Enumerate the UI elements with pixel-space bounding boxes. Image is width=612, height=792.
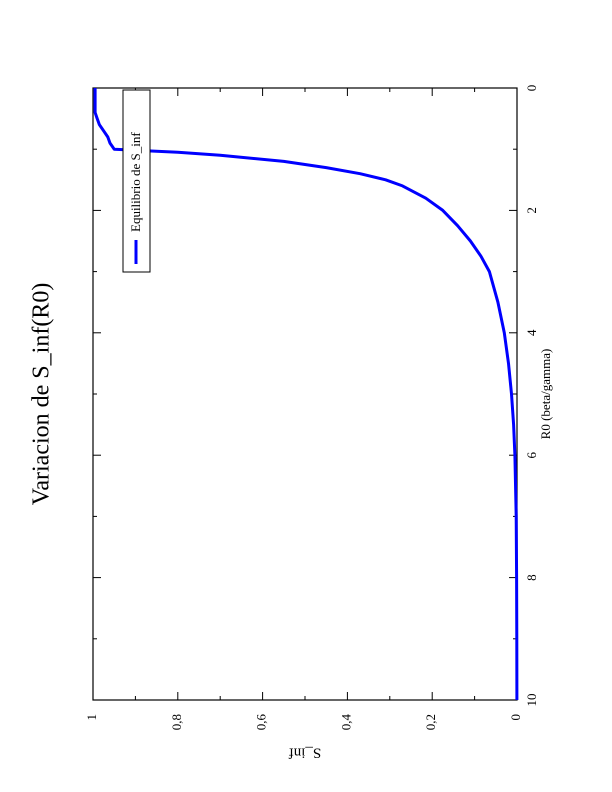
x-axis-label: R0 (beta/gamma) xyxy=(538,349,553,440)
y-axis-label: S_inf xyxy=(289,745,322,761)
y-tick-label: 0,6 xyxy=(254,714,269,731)
x-tick-label: 0 xyxy=(524,85,539,92)
y-tick-label: 0 xyxy=(508,714,523,721)
x-tick-label: 4 xyxy=(524,329,539,336)
x-tick-label: 2 xyxy=(524,207,539,214)
legend-entry-label: Equilibrio de S_inf xyxy=(128,132,143,232)
chart-title: Variacion de S_inf(R0) xyxy=(29,283,55,506)
y-tick-label: 0,8 xyxy=(169,714,184,730)
x-tick-label: 10 xyxy=(524,694,539,707)
x-tick-label: 6 xyxy=(524,451,539,458)
plot-frame xyxy=(92,87,518,701)
series-line xyxy=(93,88,519,701)
x-tick-label: 8 xyxy=(524,574,539,581)
y-tick-label: 0,2 xyxy=(423,714,438,730)
y-tick-label: 0,4 xyxy=(338,714,353,731)
y-tick-label: 1 xyxy=(84,714,99,721)
